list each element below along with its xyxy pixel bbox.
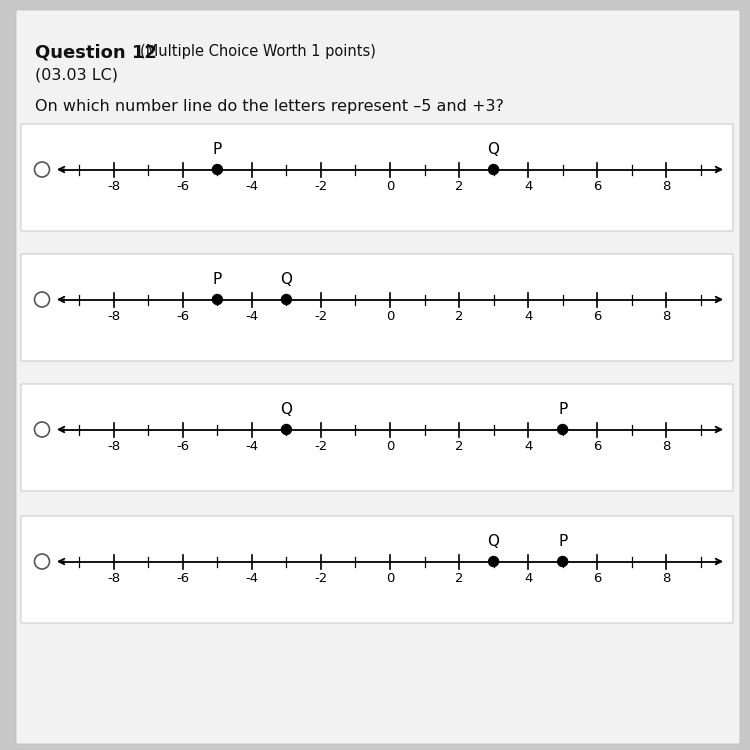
Text: -2: -2 — [314, 440, 328, 454]
Text: 4: 4 — [524, 572, 532, 586]
Text: Question 12: Question 12 — [35, 44, 157, 62]
Text: P: P — [558, 403, 567, 418]
Text: 6: 6 — [593, 440, 602, 454]
Text: -2: -2 — [314, 572, 328, 586]
FancyBboxPatch shape — [16, 10, 740, 744]
Circle shape — [212, 295, 222, 304]
Text: 0: 0 — [386, 440, 394, 454]
FancyBboxPatch shape — [21, 254, 733, 361]
Text: P: P — [213, 272, 222, 287]
Text: P: P — [558, 535, 567, 550]
Circle shape — [281, 295, 292, 304]
Text: -8: -8 — [107, 310, 120, 323]
Circle shape — [212, 164, 222, 175]
Text: 2: 2 — [454, 181, 464, 194]
Text: Q: Q — [280, 403, 292, 418]
Text: 0: 0 — [386, 572, 394, 586]
Text: 0: 0 — [386, 181, 394, 194]
Text: -6: -6 — [176, 440, 190, 454]
Text: 8: 8 — [662, 440, 670, 454]
Text: 2: 2 — [454, 310, 464, 323]
Circle shape — [488, 556, 499, 566]
Text: 0: 0 — [386, 310, 394, 323]
Text: 8: 8 — [662, 310, 670, 323]
Text: Q: Q — [280, 272, 292, 287]
Text: -4: -4 — [245, 440, 259, 454]
FancyBboxPatch shape — [21, 516, 733, 623]
Text: -4: -4 — [245, 572, 259, 586]
Text: (Multiple Choice Worth 1 points): (Multiple Choice Worth 1 points) — [140, 44, 376, 59]
Text: 4: 4 — [524, 440, 532, 454]
Text: 6: 6 — [593, 310, 602, 323]
Text: 2: 2 — [454, 440, 464, 454]
Text: 6: 6 — [593, 572, 602, 586]
Text: -6: -6 — [176, 572, 190, 586]
Text: -2: -2 — [314, 310, 328, 323]
Text: P: P — [213, 142, 222, 158]
Text: -6: -6 — [176, 181, 190, 194]
Text: -8: -8 — [107, 572, 120, 586]
Text: -6: -6 — [176, 310, 190, 323]
Text: -4: -4 — [245, 310, 259, 323]
Text: 8: 8 — [662, 572, 670, 586]
Text: -8: -8 — [107, 181, 120, 194]
Text: -2: -2 — [314, 181, 328, 194]
Text: -4: -4 — [245, 181, 259, 194]
Text: On which number line do the letters represent –5 and +3?: On which number line do the letters repr… — [35, 99, 504, 114]
Circle shape — [488, 164, 499, 175]
Text: 4: 4 — [524, 181, 532, 194]
FancyBboxPatch shape — [21, 124, 733, 231]
Text: Q: Q — [488, 535, 500, 550]
Text: (03.03 LC): (03.03 LC) — [35, 68, 118, 83]
Text: 6: 6 — [593, 181, 602, 194]
Circle shape — [558, 424, 568, 434]
Circle shape — [281, 424, 292, 434]
Circle shape — [558, 556, 568, 566]
Text: Q: Q — [488, 142, 500, 158]
Text: -8: -8 — [107, 440, 120, 454]
FancyBboxPatch shape — [21, 384, 733, 491]
Text: 2: 2 — [454, 572, 464, 586]
Text: 8: 8 — [662, 181, 670, 194]
Text: 4: 4 — [524, 310, 532, 323]
